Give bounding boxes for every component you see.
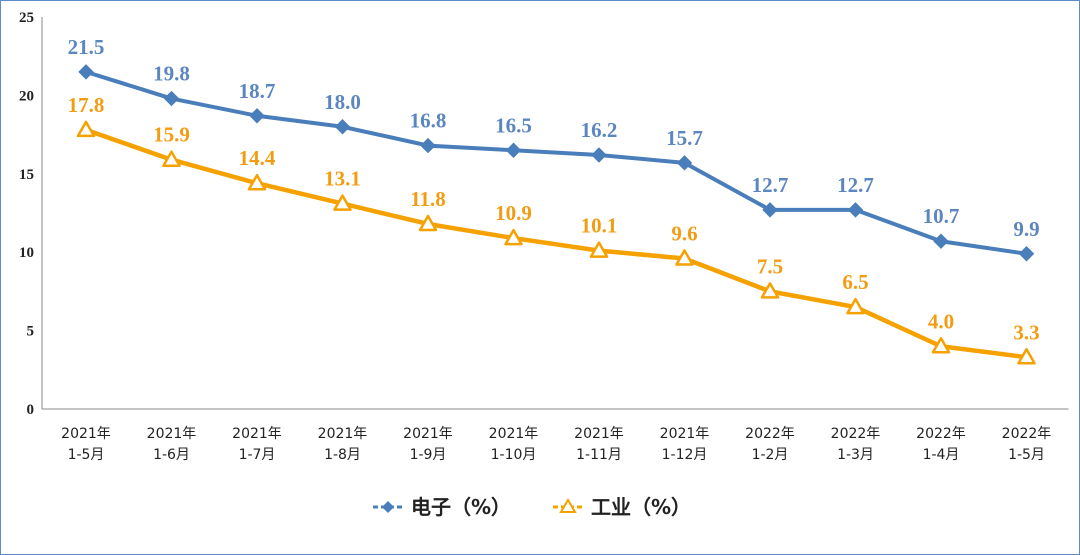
data-point-diamond (676, 155, 693, 171)
data-label: 10.9 (495, 201, 532, 225)
data-point-triangle (418, 214, 438, 232)
data-point-triangle (589, 241, 609, 258)
data-label: 16.5 (495, 113, 532, 137)
y-tick-label: 20 (19, 88, 34, 104)
data-point-triangle (333, 194, 352, 211)
data-point-triangle (931, 337, 951, 354)
x-tick-label: 2021年 (660, 426, 710, 442)
data-label: 7.5 (757, 254, 783, 278)
data-point-diamond (1018, 246, 1035, 262)
y-tick-label: 25 (19, 10, 34, 26)
data-point-diamond (591, 147, 607, 163)
data-point-triangle (760, 282, 780, 299)
data-point-diamond (847, 202, 864, 218)
x-tick-label: 2021年 (574, 426, 624, 442)
x-tick-label: 2021年 (403, 426, 453, 442)
data-label: 19.8 (153, 62, 190, 86)
data-label: 13.1 (324, 167, 361, 191)
data-label: 11.8 (410, 187, 446, 211)
x-tick-label: 1-12月 (662, 447, 708, 463)
x-tick-label: 1-5月 (1008, 447, 1045, 463)
data-point-triangle (846, 297, 865, 315)
legend-marker-diamond (382, 501, 394, 513)
data-label: 9.9 (1013, 217, 1039, 241)
data-label: 10.1 (581, 214, 618, 238)
data-point-triangle (1017, 348, 1036, 365)
x-tick-label: 2022年 (745, 426, 795, 442)
x-tick-label: 1-10月 (491, 447, 537, 463)
x-tick-label: 2022年 (831, 426, 881, 442)
data-label: 15.7 (666, 126, 703, 150)
data-label: 3.3 (1013, 320, 1039, 344)
x-tick-label: 1-6月 (153, 447, 190, 463)
data-label: 12.7 (837, 173, 874, 197)
x-tick-label: 1-7月 (239, 447, 276, 463)
x-tick-label: 1-11月 (576, 447, 622, 463)
data-label: 21.5 (68, 35, 105, 59)
data-label: 16.2 (581, 118, 618, 142)
series-line-industry (85, 127, 1027, 360)
data-label: 4.0 (928, 309, 954, 333)
data-point-diamond (420, 137, 436, 154)
y-tick-label: 15 (19, 167, 34, 183)
data-point-triangle (675, 249, 694, 266)
data-label: 18.7 (239, 79, 276, 103)
data-point-diamond (249, 108, 265, 124)
data-label: 9.6 (671, 221, 697, 245)
x-tick-label: 1-9月 (410, 447, 447, 463)
x-tick-label: 2021年 (147, 426, 197, 442)
legend-label: 工业（%） (591, 495, 691, 519)
y-tick-label: 10 (19, 245, 34, 261)
data-point-diamond (78, 64, 94, 80)
data-point-diamond (505, 142, 522, 158)
x-tick-label: 2021年 (232, 426, 282, 442)
data-point-triangle (76, 120, 96, 138)
data-point-diamond (334, 119, 351, 135)
x-tick-label: 2022年 (916, 426, 966, 442)
x-tick-label: 2021年 (489, 426, 539, 442)
data-label: 15.9 (153, 123, 190, 147)
data-label: 18.0 (324, 90, 361, 114)
data-label: 10.7 (923, 204, 960, 228)
data-label: 6.5 (842, 270, 868, 294)
y-tick-label: 0 (27, 402, 35, 418)
x-tick-label: 1-4月 (923, 447, 960, 463)
x-tick-label: 1-2月 (752, 447, 789, 463)
data-point-triangle (162, 150, 181, 167)
data-point-diamond (163, 90, 180, 107)
x-tick-label: 1-3月 (837, 447, 874, 463)
data-label: 16.8 (410, 109, 447, 133)
data-point-diamond (933, 233, 949, 249)
series-line-electronics (85, 69, 1027, 256)
legend-label: 电子（%） (411, 495, 511, 519)
legend-marker-triangle (559, 498, 577, 513)
data-point-triangle (247, 173, 267, 191)
y-tick-label: 5 (27, 324, 35, 340)
x-tick-label: 1-5月 (68, 447, 105, 463)
x-tick-label: 2021年 (61, 426, 111, 442)
data-label: 12.7 (752, 173, 789, 197)
x-tick-label: 2022年 (1002, 426, 1052, 442)
data-label: 14.4 (239, 146, 276, 170)
x-tick-label: 1-8月 (324, 447, 361, 463)
data-point-diamond (762, 202, 778, 218)
data-point-triangle (504, 228, 523, 246)
data-label: 17.8 (68, 93, 105, 117)
x-tick-label: 2021年 (318, 426, 368, 442)
